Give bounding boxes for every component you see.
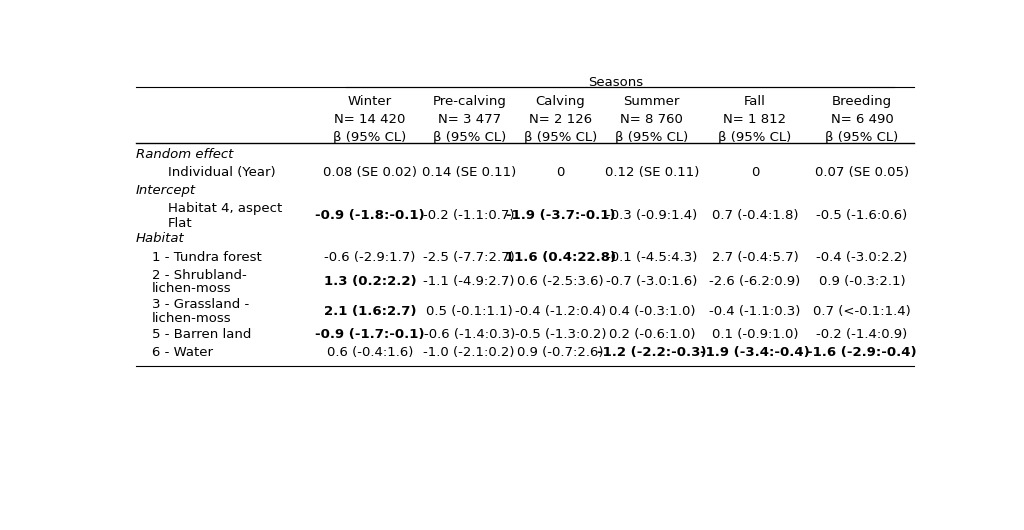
Text: N= 6 490: N= 6 490	[830, 113, 894, 126]
Text: Random effect: Random effect	[136, 147, 233, 161]
Text: 0.6 (-0.4:1.6): 0.6 (-0.4:1.6)	[327, 346, 414, 359]
Text: 0.4 (-0.3:1.0): 0.4 (-0.3:1.0)	[608, 305, 695, 318]
Text: -0.2 (-1.1:0.7): -0.2 (-1.1:0.7)	[424, 209, 515, 222]
Text: 1 - Tundra forest: 1 - Tundra forest	[152, 251, 261, 263]
Text: -1.6 (-2.9:-0.4): -1.6 (-2.9:-0.4)	[807, 346, 916, 359]
Text: 6 - Water: 6 - Water	[152, 346, 213, 359]
Text: 1.3 (0.2:2.2): 1.3 (0.2:2.2)	[324, 276, 417, 288]
Text: Calving: Calving	[536, 95, 586, 108]
Text: -0.6 (-1.4:0.3): -0.6 (-1.4:0.3)	[424, 328, 515, 341]
Text: -0.4 (-1.1:0.3): -0.4 (-1.1:0.3)	[710, 305, 801, 318]
Text: Winter: Winter	[348, 95, 392, 108]
Text: -1.2 (-2.2:-0.3): -1.2 (-2.2:-0.3)	[597, 346, 707, 359]
Text: -1.1 (-4.9:2.7): -1.1 (-4.9:2.7)	[424, 276, 515, 288]
Text: Flat: Flat	[168, 217, 193, 229]
Text: Individual (Year): Individual (Year)	[168, 165, 275, 179]
Text: 0: 0	[751, 165, 759, 179]
Text: -0.4 (-3.0:2.2): -0.4 (-3.0:2.2)	[816, 251, 907, 263]
Text: β (95% CL): β (95% CL)	[615, 131, 688, 144]
Text: 2.7 (-0.4:5.7): 2.7 (-0.4:5.7)	[712, 251, 799, 263]
Text: Breeding: Breeding	[833, 95, 892, 108]
Text: lichen-moss: lichen-moss	[152, 312, 231, 325]
Text: N= 8 760: N= 8 760	[621, 113, 683, 126]
Text: -0.4 (-1.2:0.4): -0.4 (-1.2:0.4)	[515, 305, 606, 318]
Text: 0.9 (-0.7:2.6): 0.9 (-0.7:2.6)	[517, 346, 604, 359]
Text: -0.6 (-2.9:1.7): -0.6 (-2.9:1.7)	[325, 251, 416, 263]
Text: N= 3 477: N= 3 477	[437, 113, 501, 126]
Text: Summer: Summer	[624, 95, 680, 108]
Text: Fall: Fall	[744, 95, 766, 108]
Text: 0.9 (-0.3:2.1): 0.9 (-0.3:2.1)	[819, 276, 905, 288]
Text: Seasons: Seasons	[589, 76, 644, 89]
Text: lichen-moss: lichen-moss	[152, 282, 231, 295]
Text: Habitat 4, aspect: Habitat 4, aspect	[168, 202, 282, 215]
Text: β (95% CL): β (95% CL)	[432, 131, 506, 144]
Text: -0.2 (-1.4:0.9): -0.2 (-1.4:0.9)	[816, 328, 907, 341]
Text: Pre-calving: Pre-calving	[432, 95, 506, 108]
Text: N= 2 126: N= 2 126	[529, 113, 592, 126]
Text: β (95% CL): β (95% CL)	[825, 131, 899, 144]
Text: -0.9 (-1.8:-0.1): -0.9 (-1.8:-0.1)	[315, 209, 425, 222]
Text: 3 - Grassland -: 3 - Grassland -	[152, 298, 249, 311]
Text: β (95% CL): β (95% CL)	[718, 131, 792, 144]
Text: 11.6 (0.4:22.8): 11.6 (0.4:22.8)	[505, 251, 616, 263]
Text: -0.9 (-1.7:-0.1): -0.9 (-1.7:-0.1)	[315, 328, 425, 341]
Text: N= 1 812: N= 1 812	[723, 113, 786, 126]
Text: -0.7 (-3.0:1.6): -0.7 (-3.0:1.6)	[606, 276, 697, 288]
Text: N= 14 420: N= 14 420	[335, 113, 406, 126]
Text: -1.0 (-2.1:0.2): -1.0 (-2.1:0.2)	[424, 346, 515, 359]
Text: 0.7 (-0.4:1.8): 0.7 (-0.4:1.8)	[712, 209, 798, 222]
Text: -1.9 (-3.4:-0.4): -1.9 (-3.4:-0.4)	[700, 346, 810, 359]
Text: -2.6 (-6.2:0.9): -2.6 (-6.2:0.9)	[710, 276, 801, 288]
Text: -1.9 (-3.7:-0.1): -1.9 (-3.7:-0.1)	[506, 209, 615, 222]
Text: 0.1 (-0.9:1.0): 0.1 (-0.9:1.0)	[712, 328, 798, 341]
Text: 0: 0	[556, 165, 564, 179]
Text: Habitat: Habitat	[136, 233, 184, 245]
Text: β (95% CL): β (95% CL)	[524, 131, 597, 144]
Text: 0.12 (SE 0.11): 0.12 (SE 0.11)	[604, 165, 699, 179]
Text: -0.5 (-1.6:0.6): -0.5 (-1.6:0.6)	[816, 209, 907, 222]
Text: 2 - Shrubland-: 2 - Shrubland-	[152, 269, 247, 281]
Text: -0.5 (-1.3:0.2): -0.5 (-1.3:0.2)	[515, 328, 606, 341]
Text: 0.08 (SE 0.02): 0.08 (SE 0.02)	[323, 165, 417, 179]
Text: -0.3 (-0.9:1.4): -0.3 (-0.9:1.4)	[606, 209, 697, 222]
Text: -0.1 (-4.5:4.3): -0.1 (-4.5:4.3)	[606, 251, 697, 263]
Text: -2.5 (-7.7:2.7): -2.5 (-7.7:2.7)	[423, 251, 515, 263]
Text: β (95% CL): β (95% CL)	[334, 131, 407, 144]
Text: 5 - Barren land: 5 - Barren land	[152, 328, 251, 341]
Text: 0.5 (-0.1:1.1): 0.5 (-0.1:1.1)	[426, 305, 513, 318]
Text: 2.1 (1.6:2.7): 2.1 (1.6:2.7)	[324, 305, 417, 318]
Text: 0.6 (-2.5:3.6): 0.6 (-2.5:3.6)	[517, 276, 604, 288]
Text: 0.14 (SE 0.11): 0.14 (SE 0.11)	[422, 165, 516, 179]
Text: Intercept: Intercept	[136, 184, 196, 197]
Text: 0.7 (<-0.1:1.4): 0.7 (<-0.1:1.4)	[813, 305, 911, 318]
Text: 0.2 (-0.6:1.0): 0.2 (-0.6:1.0)	[608, 328, 695, 341]
Text: 0.07 (SE 0.05): 0.07 (SE 0.05)	[815, 165, 909, 179]
